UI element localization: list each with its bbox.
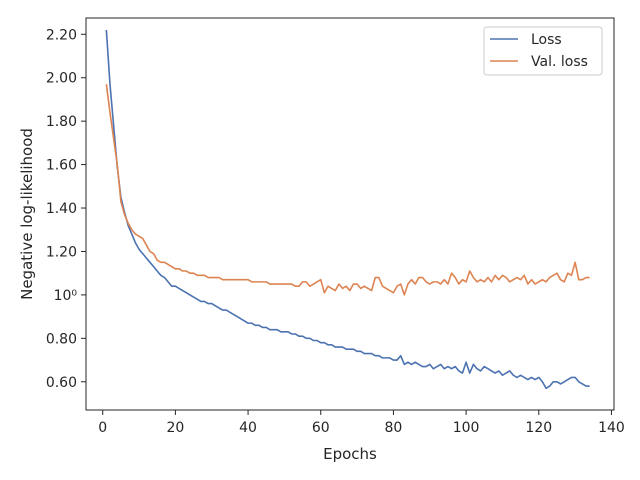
x-tick-label: 80 [385, 420, 403, 436]
y-tick-label: 2.20 [46, 27, 77, 43]
legend: Loss Val. loss [483, 26, 603, 76]
y-tick-label: 2.00 [46, 71, 77, 87]
x-axis-ticks: 0 20 40 60 80 100 120 140 [98, 410, 625, 436]
x-tick-label: 0 [98, 420, 107, 436]
axes-frame [85, 17, 615, 411]
series-line-loss [105, 29, 590, 390]
x-tick-label: 60 [312, 420, 330, 436]
series-line-val-loss [105, 84, 590, 296]
y-tick-label: 1.60 [46, 158, 77, 174]
x-tick-label: 40 [239, 420, 257, 436]
x-tick-label: 140 [598, 420, 625, 436]
x-tick-label: 20 [166, 420, 184, 436]
plot-lines [105, 29, 590, 390]
y-axis-ticks: 0.60 0.80 10⁰ 1.20 1.40 1.60 1.80 2.00 2.20 [46, 27, 86, 391]
y-tick-label: 10⁰ [54, 288, 78, 304]
y-tick-label: 1.20 [46, 244, 77, 260]
x-tick-label: 120 [525, 420, 552, 436]
y-tick-label: 0.60 [46, 375, 77, 391]
legend-label-loss: Loss [531, 32, 562, 48]
y-tick-label: 1.80 [46, 114, 77, 130]
legend-label-val-loss: Val. loss [531, 54, 588, 70]
x-tick-label: 100 [453, 420, 480, 436]
y-tick-label: 0.80 [46, 331, 77, 347]
x-axis-label: Epochs [323, 445, 377, 463]
y-axis-label: Negative log-likelihood [18, 128, 36, 300]
y-tick-label: 1.40 [46, 201, 77, 217]
